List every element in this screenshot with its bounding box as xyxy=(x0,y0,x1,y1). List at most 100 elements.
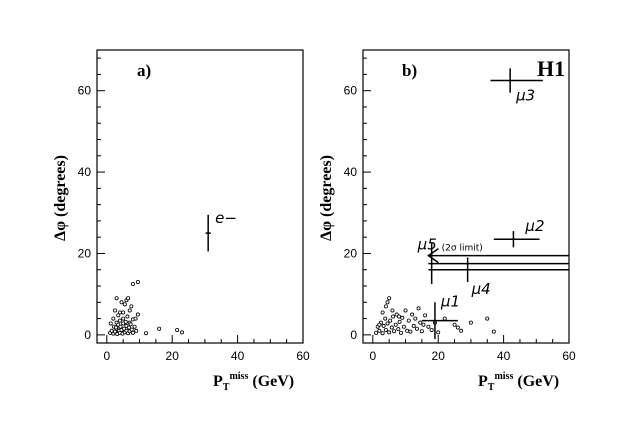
data-point xyxy=(130,281,135,286)
data-point xyxy=(135,279,140,284)
x-title-sub: T xyxy=(223,382,230,393)
data-point xyxy=(383,316,388,321)
data-point xyxy=(134,328,139,333)
y-axis-title: Δφ (degrees) xyxy=(318,155,335,241)
x-tick-label: 60 xyxy=(562,349,576,363)
candidate-label: μ3 xyxy=(515,87,535,105)
data-point xyxy=(429,327,434,332)
candidate-5: μ5 (2σ limit) xyxy=(417,236,569,284)
x-title-sub: T xyxy=(488,382,495,393)
data-point xyxy=(121,310,126,315)
x-tick-label: 0 xyxy=(369,349,376,363)
data-point xyxy=(116,313,121,318)
data-point xyxy=(414,326,419,331)
panel-a: 0 20 40 60 0 20 40 60 e− a) Δφ (degrees) PTmiss… xyxy=(52,49,310,393)
plot-frame xyxy=(96,49,304,344)
data-point xyxy=(144,331,149,336)
data-point xyxy=(113,325,118,330)
data-point xyxy=(388,318,393,323)
data-point xyxy=(387,296,392,301)
candidate-label: μ5 xyxy=(417,236,437,254)
data-point xyxy=(175,327,180,332)
data-point xyxy=(400,315,405,320)
data-point xyxy=(391,314,396,319)
data-point xyxy=(383,304,388,309)
data-point xyxy=(403,308,408,313)
data-point xyxy=(114,296,119,301)
data-point xyxy=(374,330,379,335)
data-point xyxy=(126,296,131,301)
x-title-main: P xyxy=(213,373,223,390)
x-axis-title: PTmiss (GeV) xyxy=(478,371,559,393)
data-point xyxy=(112,329,117,334)
candidate-label: μ4 xyxy=(471,280,491,298)
candidate-e: e− xyxy=(205,209,237,252)
data-point xyxy=(121,316,126,321)
data-point xyxy=(377,322,382,327)
y-tick-label: 60 xyxy=(78,84,92,98)
data-point xyxy=(442,316,447,321)
ticks: 0 20 40 60 0 20 40 60 xyxy=(78,57,310,363)
candidate-markers: μ1 μ2 μ3 μ4 μ5 (2σ limit) xyxy=(417,68,569,339)
data-point xyxy=(180,330,185,335)
candidate-label: e− xyxy=(215,209,237,227)
y-tick-label: 20 xyxy=(78,246,92,260)
x-tick-label: 0 xyxy=(103,349,110,363)
data-point xyxy=(381,323,386,328)
data-point xyxy=(411,323,416,328)
data-point xyxy=(408,329,413,334)
background-points xyxy=(374,296,496,336)
data-point xyxy=(426,324,431,329)
data-point xyxy=(123,319,128,324)
data-point xyxy=(436,330,441,335)
data-point xyxy=(406,318,411,323)
x-tick-label: 20 xyxy=(166,349,180,363)
data-point xyxy=(117,318,122,323)
candidate-2: μ2 xyxy=(493,217,545,248)
data-point xyxy=(377,328,382,333)
data-point xyxy=(129,304,134,309)
data-point xyxy=(133,316,138,321)
panel-label: b) xyxy=(402,61,417,80)
data-point xyxy=(135,312,140,317)
data-point xyxy=(455,325,460,330)
data-point xyxy=(405,328,410,333)
data-point xyxy=(398,330,403,335)
data-point xyxy=(396,327,401,332)
data-point xyxy=(127,325,132,330)
x-title-unit: (GeV) xyxy=(248,373,294,390)
x-tick-label: 60 xyxy=(296,349,310,363)
x-tick-label: 40 xyxy=(231,349,245,363)
data-point xyxy=(122,302,127,307)
x-title-main: P xyxy=(478,373,488,390)
data-point xyxy=(401,324,406,329)
candidate-markers: e− xyxy=(205,209,237,252)
data-point xyxy=(389,325,394,330)
data-point xyxy=(423,313,428,318)
data-point xyxy=(387,330,392,335)
data-point xyxy=(380,331,385,336)
data-point xyxy=(413,316,418,321)
data-point xyxy=(118,324,123,329)
candidate-1: μ1 xyxy=(421,293,460,339)
x-axis-title: PTmiss (GeV) xyxy=(213,371,294,393)
x-tick-label: 40 xyxy=(497,349,511,363)
candidate-note: (2σ limit) xyxy=(442,244,483,254)
data-point xyxy=(468,320,473,325)
y-tick-label: 40 xyxy=(344,165,358,179)
plot-frame xyxy=(362,49,570,344)
data-point xyxy=(393,322,398,327)
panel-label: a) xyxy=(137,61,151,80)
data-point xyxy=(157,326,162,331)
data-point xyxy=(119,300,124,305)
data-point xyxy=(111,316,116,321)
experiment-label: H1 xyxy=(537,56,565,81)
data-point xyxy=(125,314,130,319)
y-tick-label: 40 xyxy=(78,165,92,179)
x-title-unit: (GeV) xyxy=(513,373,559,390)
y-tick-label: 0 xyxy=(350,328,357,342)
data-point xyxy=(385,300,390,305)
data-point xyxy=(421,322,426,327)
data-point xyxy=(419,329,424,334)
data-point xyxy=(128,322,133,327)
